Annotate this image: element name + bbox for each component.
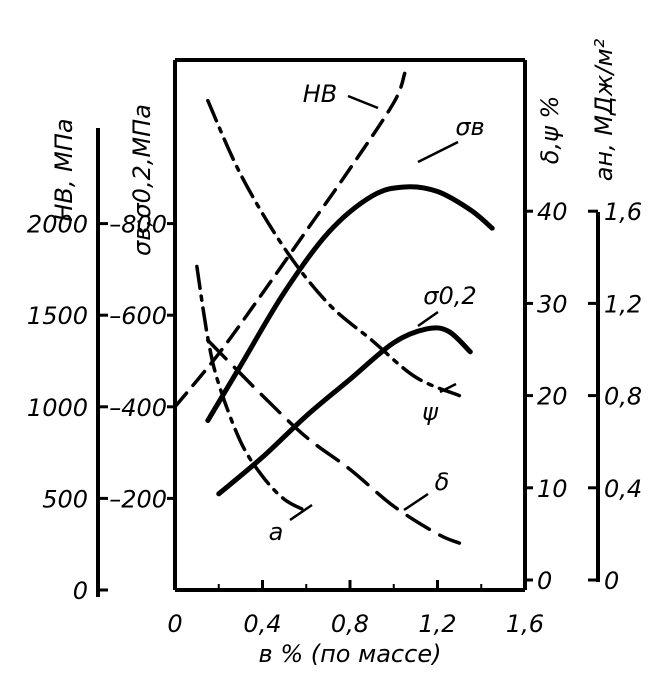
series-label: σ0,2 [423, 282, 476, 310]
series-label: ψ [422, 398, 439, 426]
impact-tick-label: 0,4 [604, 475, 642, 503]
x-tick-label: 0,4 [243, 610, 281, 638]
series-line-ψ [206, 98, 462, 398]
x-tick-label: 0,8 [331, 610, 369, 638]
axes-layer [96, 58, 600, 597]
ductility-tick-label: 40 [537, 198, 568, 226]
impact-tick-label: 1,2 [604, 290, 642, 318]
x-tick-label: 0 [167, 610, 182, 638]
strength-tick-label: –200 [109, 485, 167, 513]
impact-tick-label: 0 [604, 567, 619, 595]
series-leader-line [347, 94, 379, 110]
series-line-δ [206, 338, 462, 545]
series-label: δ [435, 468, 450, 496]
ductility-tick-label: 30 [537, 290, 568, 318]
ductility-tick-label: 10 [537, 475, 568, 503]
series-leader-line [417, 140, 459, 164]
series-layer [173, 71, 495, 545]
strength-tick-label: –600 [109, 302, 167, 330]
series-line-НВ [173, 71, 407, 409]
hb-tick-label: 500 [42, 485, 88, 513]
impact-tick-label: 0,8 [604, 383, 642, 411]
series-line-a [195, 264, 308, 513]
impact-axis-title: aн, МДж/м² [590, 38, 618, 181]
hb-tick-label: 1000 [27, 394, 88, 422]
hb-axis-title: НВ, МПа [50, 118, 78, 221]
hb-tick-label: 0 [73, 577, 88, 605]
hb-tick-label: 1500 [27, 302, 88, 330]
series-leader-line [289, 503, 313, 522]
x-tick-label: 1,6 [506, 610, 544, 638]
ductility-axis-title: δ,ψ % [536, 96, 564, 165]
series-label: a [269, 518, 284, 546]
series-line-σв [205, 184, 495, 424]
labels-layer: 0 0,4 0,8 1,2 1,6в % (по массе)0500100015002… [27, 38, 642, 668]
series-label: σв [455, 113, 484, 141]
ductility-tick-label: 20 [537, 383, 568, 411]
x-tick-label: 1,2 [418, 610, 456, 638]
strength-tick-label: –800 [109, 211, 167, 239]
strength-axis-title: σв;σ0,2,МПа [128, 104, 156, 256]
series-label: НВ [303, 80, 338, 108]
series-leader-line [403, 492, 429, 512]
series-line-σ0,2 [216, 325, 473, 497]
ductility-tick-label: 0 [537, 567, 552, 595]
strength-tick-label: –400 [109, 394, 167, 422]
series-leader-line [439, 382, 457, 394]
hb-tick-label: 2000 [27, 211, 88, 239]
series-leader-line [417, 310, 439, 328]
impact-tick-label: 1,6 [604, 198, 642, 226]
x-axis-label: в % (по массе) [259, 640, 442, 668]
